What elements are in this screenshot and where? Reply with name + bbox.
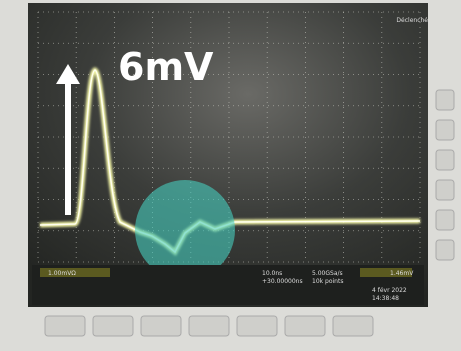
side-key: [436, 240, 454, 260]
date: 4 févr 2022: [372, 287, 407, 294]
oscilloscope-photo: 6mV Déclenché 1.00mVΩ 10.0ns +30.00000ns…: [0, 0, 461, 351]
soft-key: [285, 316, 325, 336]
side-key: [436, 120, 454, 140]
side-key: [436, 90, 454, 110]
trigger-status: Déclenché: [396, 17, 428, 24]
soft-key: [333, 316, 373, 336]
annotation-label: 6mV: [118, 45, 214, 89]
channel-scale: 1.00mVΩ: [48, 270, 76, 277]
time: 14:38:48: [372, 295, 399, 302]
side-key: [436, 210, 454, 230]
points: 10k points: [312, 278, 343, 285]
trigger-level: 1.46mV: [390, 270, 414, 277]
soft-key: [93, 316, 133, 336]
soft-key: [141, 316, 181, 336]
side-key: [436, 180, 454, 200]
soft-key: [237, 316, 277, 336]
soft-key: [45, 316, 85, 336]
delay: +30.00000ns: [262, 278, 303, 285]
sample-rate: 5.00GSa/s: [312, 270, 343, 277]
soft-key: [189, 316, 229, 336]
timebase: 10.0ns: [262, 270, 282, 277]
side-key: [436, 150, 454, 170]
screen: [28, 3, 428, 307]
